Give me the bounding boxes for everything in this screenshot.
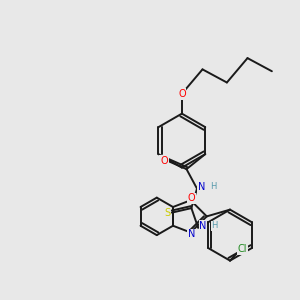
Text: N: N <box>199 221 207 231</box>
Text: O: O <box>160 156 168 166</box>
Text: O: O <box>188 194 195 203</box>
Text: O: O <box>178 89 186 99</box>
Text: N: N <box>188 230 195 239</box>
Text: N: N <box>198 182 206 192</box>
Text: H: H <box>210 182 217 191</box>
Text: S: S <box>164 208 170 218</box>
Text: Cl: Cl <box>238 244 247 254</box>
Text: H: H <box>212 221 218 230</box>
